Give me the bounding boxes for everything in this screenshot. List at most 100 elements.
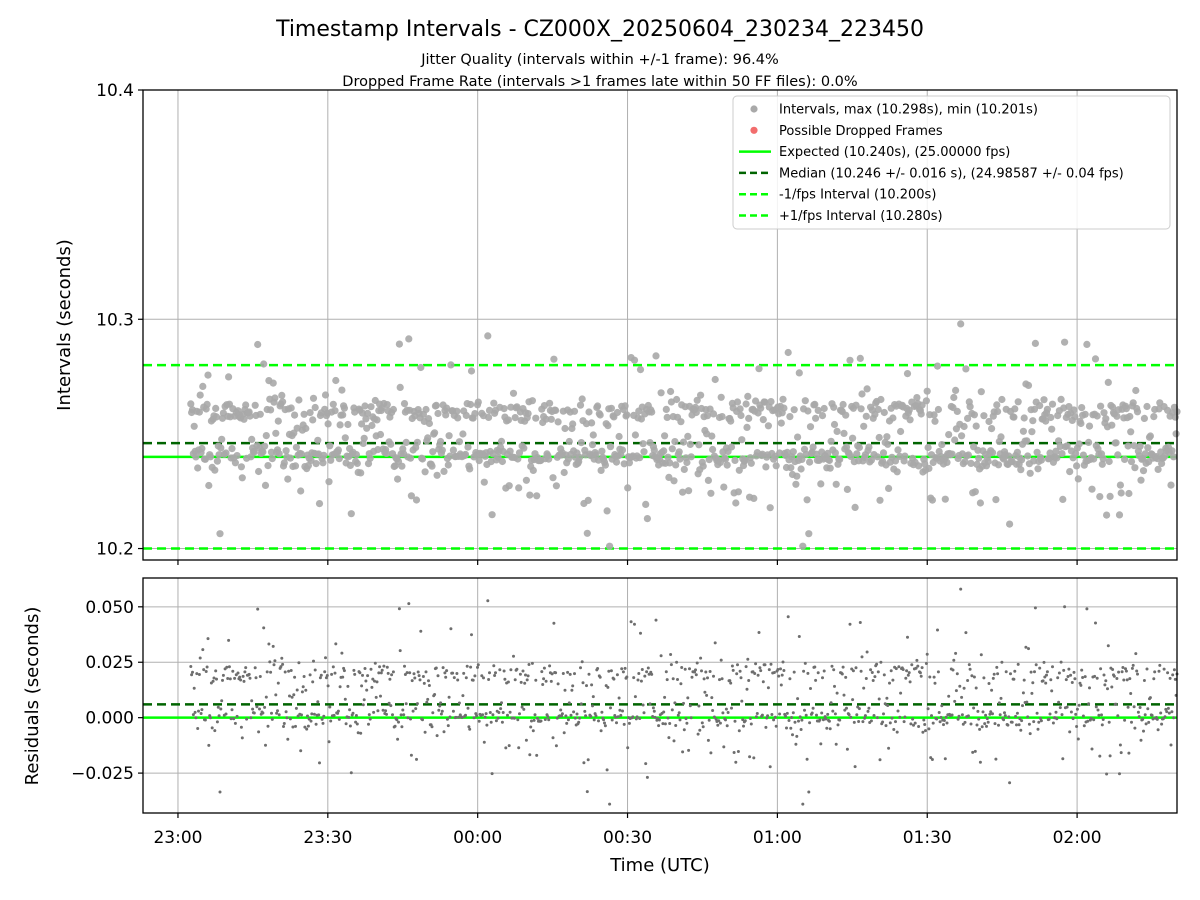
residual-point bbox=[833, 684, 836, 688]
residual-point bbox=[577, 720, 581, 724]
residual-point bbox=[661, 722, 665, 726]
interval-point bbox=[772, 462, 780, 470]
residual-point bbox=[319, 673, 323, 677]
interval-point bbox=[1170, 453, 1178, 461]
residual-point bbox=[1051, 721, 1055, 725]
residual-point bbox=[524, 738, 528, 742]
interval-point bbox=[262, 432, 270, 440]
residual-point bbox=[877, 697, 881, 701]
residual-point bbox=[822, 669, 826, 673]
residual-point bbox=[922, 718, 926, 722]
interval-point bbox=[554, 418, 562, 426]
residual-point bbox=[963, 720, 967, 724]
interval-point bbox=[1140, 414, 1148, 422]
residual-point bbox=[567, 701, 571, 705]
interval-point bbox=[843, 485, 852, 493]
residual-point bbox=[1039, 716, 1042, 720]
residual-point bbox=[862, 686, 866, 690]
interval-point bbox=[1109, 403, 1117, 411]
interval-point bbox=[903, 370, 912, 378]
residual-point bbox=[947, 694, 951, 698]
interval-point bbox=[921, 460, 929, 468]
interval-point bbox=[786, 413, 794, 421]
residual-point bbox=[829, 701, 833, 705]
residual-point bbox=[706, 676, 709, 680]
residual-point bbox=[772, 671, 776, 674]
residual-point bbox=[1153, 670, 1157, 674]
interval-point bbox=[357, 469, 365, 477]
interval-point bbox=[570, 407, 579, 415]
interval-point bbox=[967, 459, 975, 467]
interval-point bbox=[394, 475, 402, 483]
residual-point bbox=[785, 726, 788, 730]
interval-point bbox=[863, 385, 871, 393]
interval-point bbox=[889, 414, 897, 422]
interval-point bbox=[884, 440, 892, 448]
residual-point bbox=[659, 654, 663, 658]
residual-point bbox=[860, 655, 864, 659]
residual-point bbox=[964, 631, 968, 635]
interval-point bbox=[984, 457, 992, 466]
x-tick-label: 00:00 bbox=[453, 828, 502, 848]
residual-point bbox=[1169, 743, 1173, 747]
residual-point bbox=[635, 715, 639, 719]
interval-point bbox=[1172, 430, 1180, 438]
residuals-reference-lines bbox=[143, 703, 1177, 719]
residual-point bbox=[390, 673, 394, 677]
residual-point bbox=[926, 707, 930, 711]
residual-point bbox=[1108, 754, 1112, 758]
residual-point bbox=[285, 716, 289, 720]
interval-point bbox=[335, 455, 343, 463]
interval-point bbox=[389, 405, 397, 414]
residual-point bbox=[1021, 704, 1024, 708]
residual-point bbox=[758, 666, 762, 670]
residual-point bbox=[673, 701, 677, 705]
x-axis-label: Time (UTC) bbox=[609, 855, 710, 876]
interval-point bbox=[1042, 417, 1050, 425]
interval-point bbox=[280, 459, 288, 467]
residual-point bbox=[990, 688, 994, 692]
residual-point bbox=[1122, 678, 1126, 682]
interval-point bbox=[922, 397, 931, 405]
residual-point bbox=[1087, 702, 1091, 706]
residual-point bbox=[971, 750, 975, 754]
residual-point bbox=[1003, 711, 1006, 715]
residual-point bbox=[1156, 728, 1160, 732]
interval-point bbox=[637, 415, 646, 423]
residual-point bbox=[663, 722, 667, 726]
residual-point bbox=[586, 758, 590, 762]
residual-point bbox=[209, 716, 212, 720]
residual-point bbox=[424, 670, 428, 674]
interval-point bbox=[1132, 386, 1140, 395]
residual-point bbox=[810, 711, 814, 715]
interval-point bbox=[505, 482, 513, 490]
residual-point bbox=[944, 715, 948, 719]
residual-point bbox=[888, 721, 892, 725]
residual-point bbox=[845, 747, 849, 751]
residual-point bbox=[190, 673, 194, 677]
residual-point bbox=[518, 712, 521, 716]
residual-point bbox=[629, 620, 633, 624]
residual-point bbox=[324, 656, 327, 660]
residual-point bbox=[493, 674, 497, 677]
residual-point bbox=[974, 686, 978, 690]
residual-point bbox=[917, 725, 921, 728]
residual-point bbox=[199, 712, 203, 715]
residual-point bbox=[583, 709, 587, 713]
residual-point bbox=[677, 711, 681, 715]
residual-point bbox=[580, 660, 584, 664]
residual-point bbox=[464, 676, 468, 680]
interval-point bbox=[784, 348, 792, 357]
residual-point bbox=[866, 709, 870, 713]
residual-point bbox=[894, 720, 897, 724]
interval-point bbox=[1037, 456, 1045, 464]
residual-point bbox=[548, 664, 552, 668]
residual-point bbox=[777, 674, 781, 678]
residual-point bbox=[754, 662, 758, 666]
residual-point bbox=[942, 719, 946, 722]
interval-point bbox=[1052, 447, 1060, 455]
residual-point bbox=[1125, 678, 1129, 682]
residual-point bbox=[546, 715, 550, 719]
residual-point bbox=[1098, 754, 1102, 758]
interval-point bbox=[883, 433, 891, 441]
